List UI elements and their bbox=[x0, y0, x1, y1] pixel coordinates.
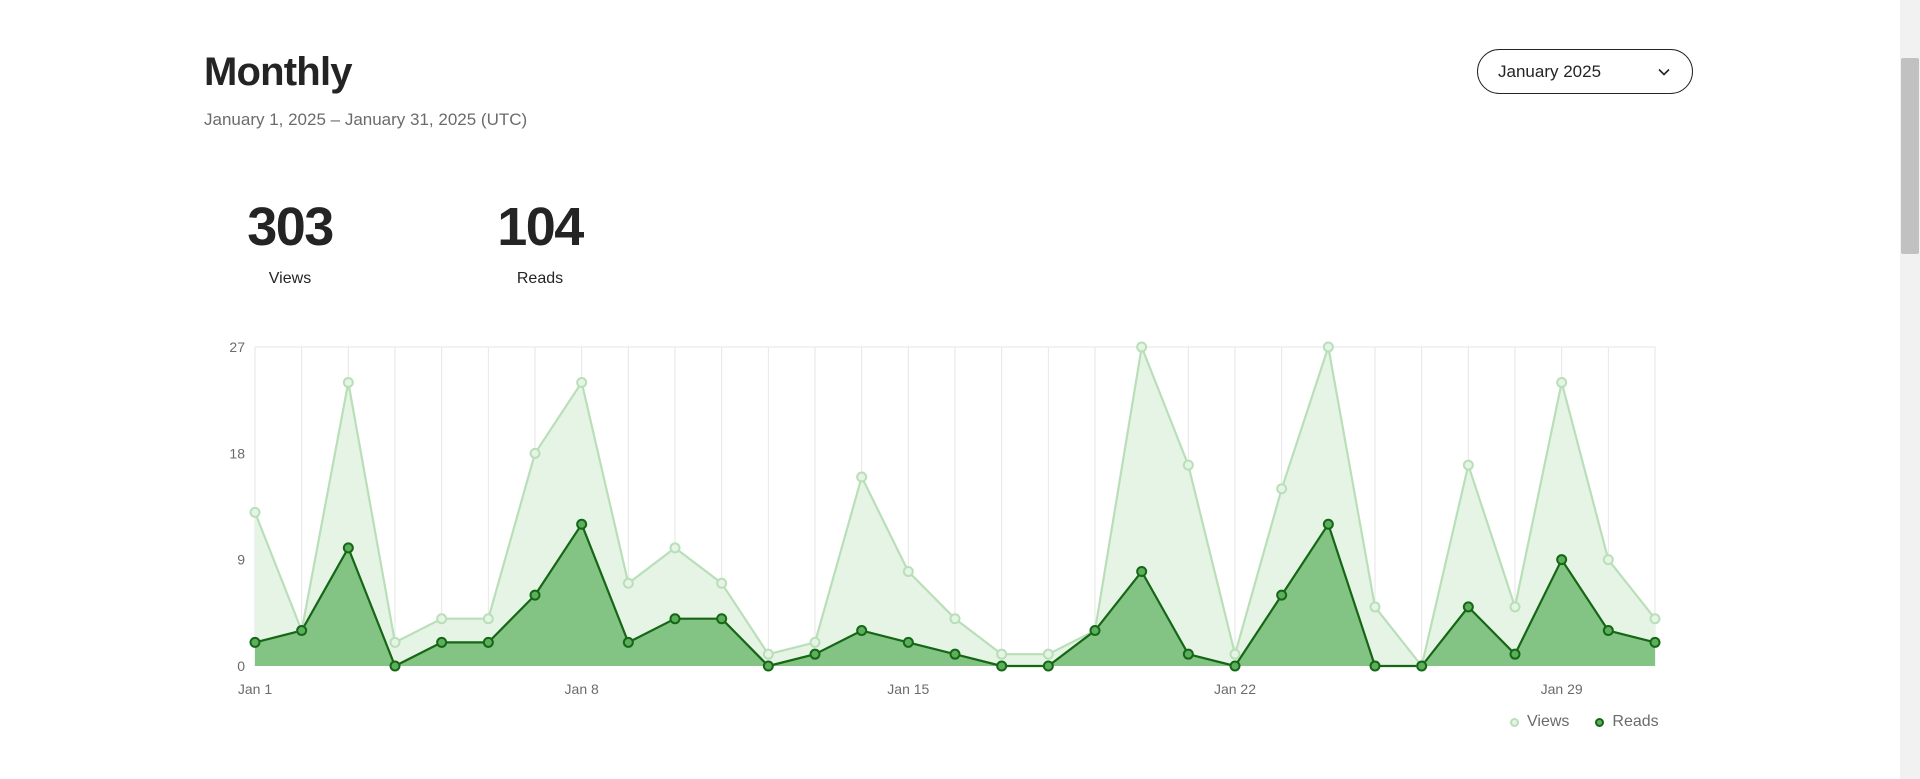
reads-point-day-17 bbox=[996, 660, 1008, 672]
date-range-subtitle: January 1, 2025 – January 31, 2025 (UTC) bbox=[204, 110, 528, 129]
reads-point-day-12 bbox=[762, 660, 774, 672]
reads-point-day-22 bbox=[1229, 660, 1241, 672]
legend-item-views: Views bbox=[1510, 713, 1569, 731]
views-point-day-9 bbox=[622, 577, 634, 589]
x-tick-label-day-15: Jan 15 bbox=[887, 681, 929, 697]
chart-legend: Views Reads bbox=[1510, 713, 1685, 731]
views-point-day-22 bbox=[1229, 648, 1241, 660]
reads-point-day-31 bbox=[1649, 636, 1661, 648]
views-point-day-14 bbox=[856, 471, 868, 483]
reads-point-day-27 bbox=[1462, 601, 1474, 613]
reads-point-day-3 bbox=[342, 542, 354, 554]
y-tick-label-18: 18 bbox=[229, 445, 245, 461]
views-point-day-12 bbox=[762, 648, 774, 660]
views-label: Views bbox=[268, 270, 312, 287]
x-tick-label-day-1: Jan 1 bbox=[238, 681, 272, 697]
reads-point-day-24 bbox=[1322, 518, 1334, 530]
reads-point-day-2 bbox=[296, 625, 308, 637]
views-point-day-30 bbox=[1602, 554, 1614, 566]
views-point-day-28 bbox=[1509, 601, 1521, 613]
reads-point-day-13 bbox=[809, 648, 821, 660]
chevron-down-icon bbox=[1658, 68, 1670, 76]
reads-point-day-19 bbox=[1089, 625, 1101, 637]
reads-label: Reads bbox=[516, 270, 564, 287]
y-axis-labels: 0 9 18 27 bbox=[229, 339, 245, 674]
reads-point-day-23 bbox=[1276, 589, 1288, 601]
scrollbar-thumb[interactable] bbox=[1901, 58, 1919, 254]
views-point-day-31 bbox=[1649, 613, 1661, 625]
x-tick-label-day-8: Jan 8 bbox=[565, 681, 599, 697]
page-title: Monthly bbox=[204, 50, 353, 94]
reads-point-day-10 bbox=[669, 613, 681, 625]
views-point-day-4 bbox=[389, 636, 401, 648]
views-point-day-11 bbox=[716, 577, 728, 589]
x-axis-labels: Jan 1 Jan 8 Jan 15 Jan 22 Jan 29 bbox=[238, 681, 1583, 697]
legend-reads-swatch bbox=[1595, 717, 1605, 727]
reads-point-day-16 bbox=[949, 648, 961, 660]
reads-point-day-14 bbox=[856, 625, 868, 637]
views-point-day-5 bbox=[436, 613, 448, 625]
stat-views: 303 Views bbox=[240, 200, 340, 288]
reads-point-day-8 bbox=[576, 518, 588, 530]
reads-point-day-21 bbox=[1182, 648, 1194, 660]
views-point-day-13 bbox=[809, 636, 821, 648]
chart-points bbox=[249, 341, 1661, 672]
reads-point-day-9 bbox=[622, 636, 634, 648]
views-point-day-24 bbox=[1322, 341, 1334, 353]
views-point-day-21 bbox=[1182, 459, 1194, 471]
stat-reads: 104 Reads bbox=[490, 200, 590, 288]
views-point-day-17 bbox=[996, 648, 1008, 660]
month-select-value: January 2025 bbox=[1498, 61, 1602, 81]
views-point-day-6 bbox=[482, 613, 494, 625]
views-total: 303 bbox=[247, 197, 334, 257]
y-tick-label-0: 0 bbox=[237, 658, 245, 674]
reads-point-day-29 bbox=[1556, 554, 1568, 566]
x-tick-label-day-22: Jan 22 bbox=[1214, 681, 1256, 697]
month-select[interactable]: January 2025 bbox=[1477, 49, 1693, 94]
legend-views-swatch bbox=[1510, 717, 1519, 727]
views-point-day-15 bbox=[902, 565, 914, 577]
views-point-day-16 bbox=[949, 613, 961, 625]
views-point-day-10 bbox=[669, 542, 681, 554]
views-point-day-23 bbox=[1276, 483, 1288, 495]
reads-point-day-30 bbox=[1602, 625, 1614, 637]
reads-point-day-4 bbox=[389, 660, 401, 672]
views-point-day-1 bbox=[249, 506, 261, 518]
reads-point-day-1 bbox=[249, 636, 261, 648]
reads-point-day-25 bbox=[1369, 660, 1381, 672]
views-point-day-7 bbox=[529, 447, 541, 459]
reads-point-day-20 bbox=[1136, 565, 1148, 577]
reads-point-day-11 bbox=[716, 613, 728, 625]
reads-point-day-5 bbox=[436, 636, 448, 648]
reads-point-day-6 bbox=[482, 636, 494, 648]
views-point-day-27 bbox=[1462, 459, 1474, 471]
x-tick-label-day-29: Jan 29 bbox=[1541, 681, 1583, 697]
views-point-day-18 bbox=[1042, 648, 1054, 660]
y-tick-label-9: 9 bbox=[237, 552, 245, 568]
reads-point-day-18 bbox=[1042, 660, 1054, 672]
views-point-day-3 bbox=[342, 376, 354, 388]
views-point-day-8 bbox=[576, 376, 588, 388]
y-tick-label-27: 27 bbox=[229, 339, 245, 355]
views-point-day-20 bbox=[1136, 341, 1148, 353]
views-point-day-29 bbox=[1556, 376, 1568, 388]
views-point-day-25 bbox=[1369, 601, 1381, 613]
reads-point-day-26 bbox=[1416, 660, 1428, 672]
reads-total: 104 bbox=[497, 197, 584, 257]
reads-point-day-28 bbox=[1509, 648, 1521, 660]
legend-views-label: Views bbox=[1527, 713, 1570, 730]
reads-point-day-7 bbox=[529, 589, 541, 601]
legend-reads-label: Reads bbox=[1612, 713, 1659, 730]
legend-item-reads: Reads bbox=[1595, 713, 1659, 731]
reads-point-day-15 bbox=[902, 636, 914, 648]
